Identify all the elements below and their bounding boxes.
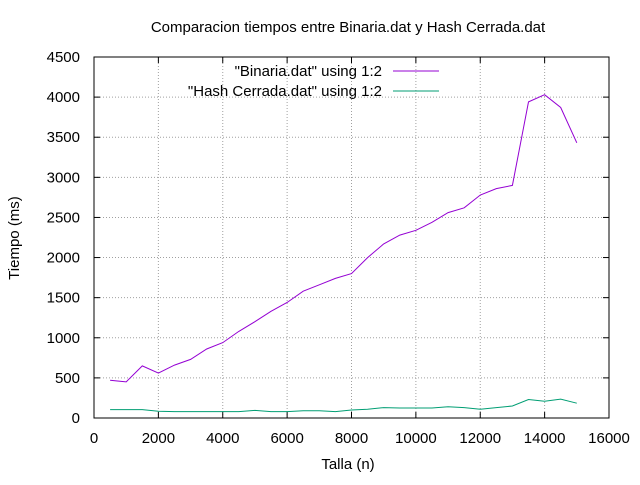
y-tick-label: 4000 xyxy=(47,89,80,106)
y-axis-label: Tiempo (ms) xyxy=(6,196,23,280)
y-tick-label: 3000 xyxy=(47,169,80,186)
y-tick-label: 2500 xyxy=(47,209,80,226)
x-tick-label: 4000 xyxy=(206,430,239,447)
x-tick-label: 6000 xyxy=(270,430,303,447)
x-axis-label: Talla (n) xyxy=(321,456,374,473)
x-tick-label: 14000 xyxy=(524,430,566,447)
x-tick-label: 2000 xyxy=(142,430,175,447)
y-tick-label: 0 xyxy=(72,410,80,427)
series-layer xyxy=(110,94,578,413)
y-tick-label: 500 xyxy=(55,370,80,387)
y-tick-label: 1500 xyxy=(47,290,80,307)
y-tick-label: 2000 xyxy=(47,250,80,267)
x-tick-label: 12000 xyxy=(459,430,501,447)
x-tick-label: 16000 xyxy=(588,430,630,447)
x-tick-label: 0 xyxy=(90,430,98,447)
series-line-1 xyxy=(110,398,577,413)
grid xyxy=(94,57,609,418)
legend: "Binaria.dat" using 1:2 "Hash Cerrada.dat… xyxy=(188,63,439,100)
legend-label-1: "Hash Cerrada.dat" using 1:2 xyxy=(188,83,382,100)
chart-title: Comparacion tiempos entre Binaria.dat y … xyxy=(151,19,546,36)
legend-label-0: "Binaria.dat" using 1:2 xyxy=(235,63,382,80)
y-tick-label: 3500 xyxy=(47,129,80,146)
x-tick-label: 10000 xyxy=(395,430,437,447)
plot-frame xyxy=(93,56,610,419)
x-tick-label: 8000 xyxy=(335,430,368,447)
y-tick-label: 4500 xyxy=(47,49,80,66)
y-tick-label: 1000 xyxy=(47,330,80,347)
axis-ticks: 0 2000 4000 6000 8000 10000 12000 14000 16000 0 50… xyxy=(47,49,630,447)
series-line-0 xyxy=(110,94,578,383)
